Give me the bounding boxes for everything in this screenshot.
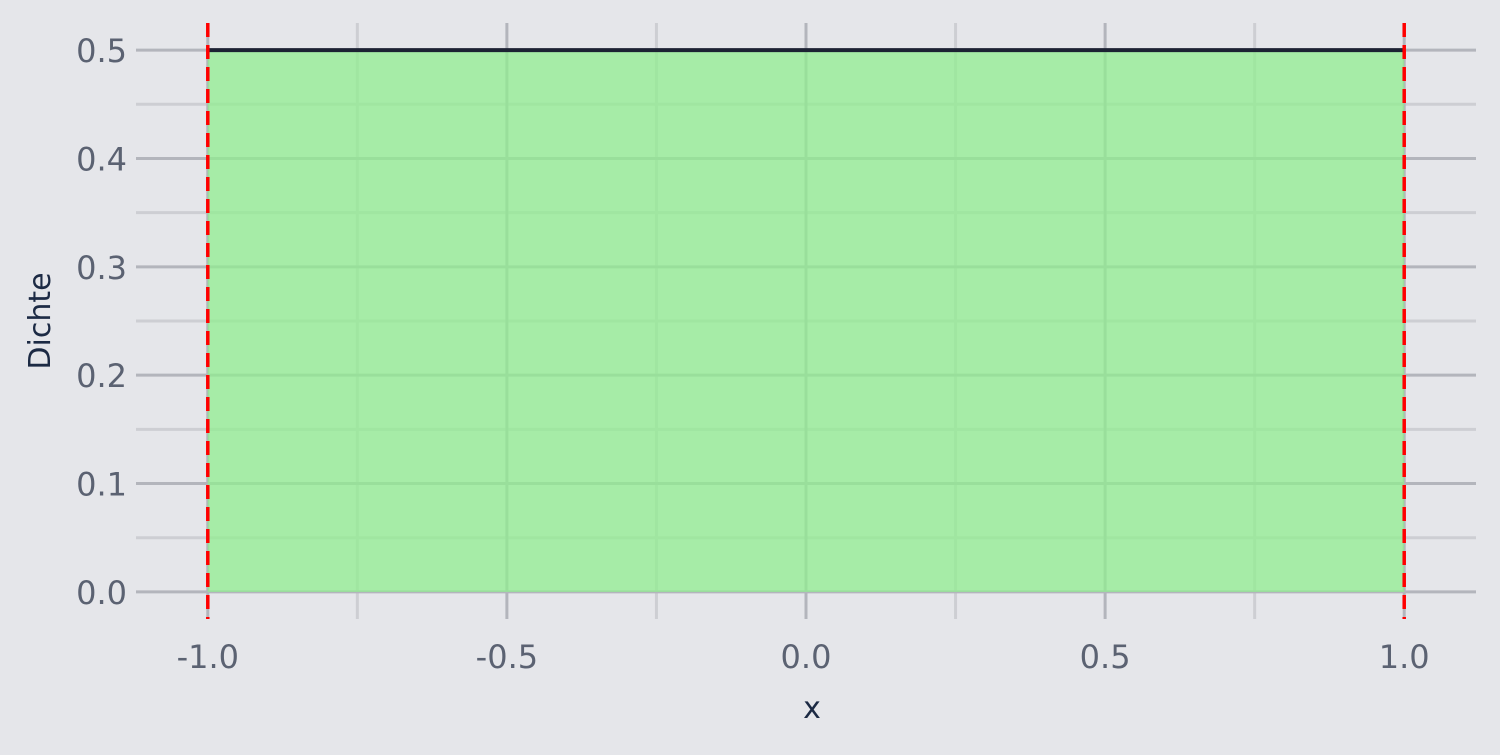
x-tick-label: 0.0 [781,638,832,676]
density-area-fill [207,50,1405,592]
y-tick-label: 0.3 [76,249,127,287]
x-tick-label: 0.5 [1080,638,1131,676]
y-axis-title: Dichte [23,272,58,369]
x-tick-labels: -1.0 -0.5 0.0 0.5 1.0 [177,638,1430,676]
area-layer [207,50,1405,592]
y-tick-labels: 0.0 0.1 0.2 0.3 0.4 0.5 [76,32,127,612]
y-tick-label: 0.5 [76,32,127,70]
x-tick-label: 1.0 [1379,638,1430,676]
y-tick-label: 0.0 [76,574,127,612]
y-tick-label: 0.2 [76,357,127,395]
y-tick-label: 0.1 [76,466,127,504]
x-tick-label: -1.0 [177,638,239,676]
y-tick-label: 0.4 [76,140,127,178]
vline-layer [206,23,1406,619]
x-axis-title: x [803,691,821,726]
x-tick-label: -0.5 [476,638,538,676]
